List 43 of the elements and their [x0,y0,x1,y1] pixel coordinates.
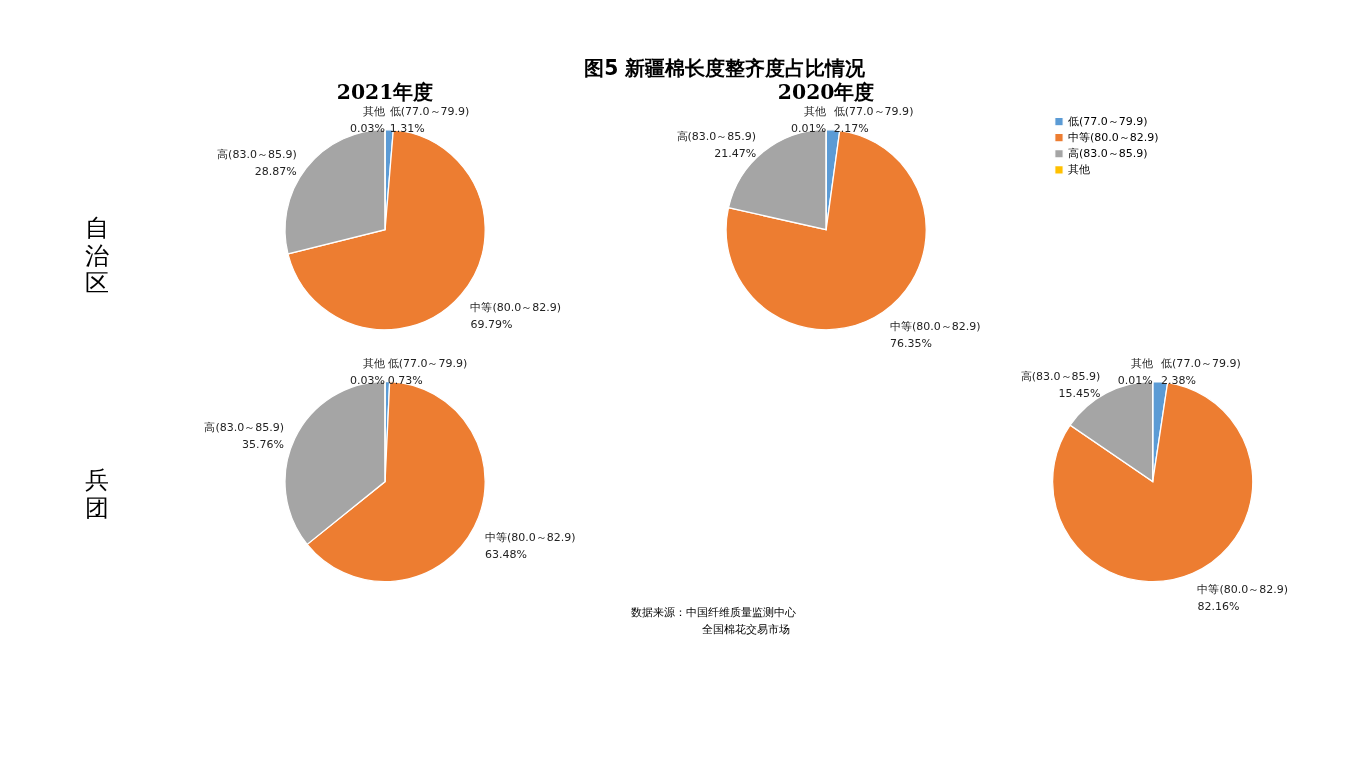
slice-label: 低(77.0～79.9) [1161,357,1241,371]
slice-label: 其他 [804,105,827,119]
data-label: 2.38% [1161,374,1197,388]
data-label: 69.79% [470,317,513,331]
slice-label: 其他 [362,105,385,119]
data-label: 76.35% [889,337,932,351]
data-label: 1.31% [389,122,425,136]
slice-label: 低(77.0～79.9) [389,105,470,119]
data-label: 28.87% [254,165,297,179]
source-note: 数据来源：中国纤维质量监测中心 [631,605,797,619]
slice-label: 高(83.0～85.9) [217,148,297,162]
slice-label: 高(83.0～85.9) [1020,370,1101,384]
data-label: 0.03% [349,374,385,388]
slice-label: 其他 [362,357,385,371]
chart-subtitle: 2020年度 [777,80,875,105]
data-label: 0.03% [349,122,385,136]
text: 兵团 [84,466,109,522]
slice-label: 其他 [1130,357,1153,371]
data-label: 0.73% [387,374,423,388]
data-label: 82.16% [1197,599,1240,613]
data-label: 15.45% [1058,387,1101,401]
data-label: 63.48% [484,547,527,561]
data-label: 2.17% [833,122,869,136]
legend-label: 高(83.0～85.9) [1067,147,1148,161]
slice-label: 中等(80.0～82.9) [484,530,576,544]
legend-label: 低(77.0～79.9) [1067,114,1148,128]
slice-label: 中等(80.0～82.9) [889,320,981,334]
data-label: 35.76% [242,437,285,451]
slice-label: 中等(80.0～82.9) [1197,582,1289,596]
chart-title: 图5 新疆棉长度整齐度占比情况 [584,56,867,81]
data-label: 0.01% [791,122,827,136]
text: 自治区 [84,214,109,297]
slice-label: 低(77.0～79.9) [387,357,468,371]
slice-label: 低(77.0～79.9) [833,105,914,119]
legend-label: 中等(80.0～82.9) [1067,131,1159,145]
legend-label: 其他 [1067,163,1090,177]
data-label: 21.47% [714,146,757,160]
slice-label: 高(83.0～85.9) [204,420,285,434]
slice-label: 高(83.0～85.9) [676,129,757,143]
data-label: 0.01% [1117,374,1153,388]
chart-subtitle: 2021年度 [336,80,434,105]
text: 全国棉花交易市场 [702,622,791,636]
slice-label: 中等(80.0～82.9) [470,300,562,314]
